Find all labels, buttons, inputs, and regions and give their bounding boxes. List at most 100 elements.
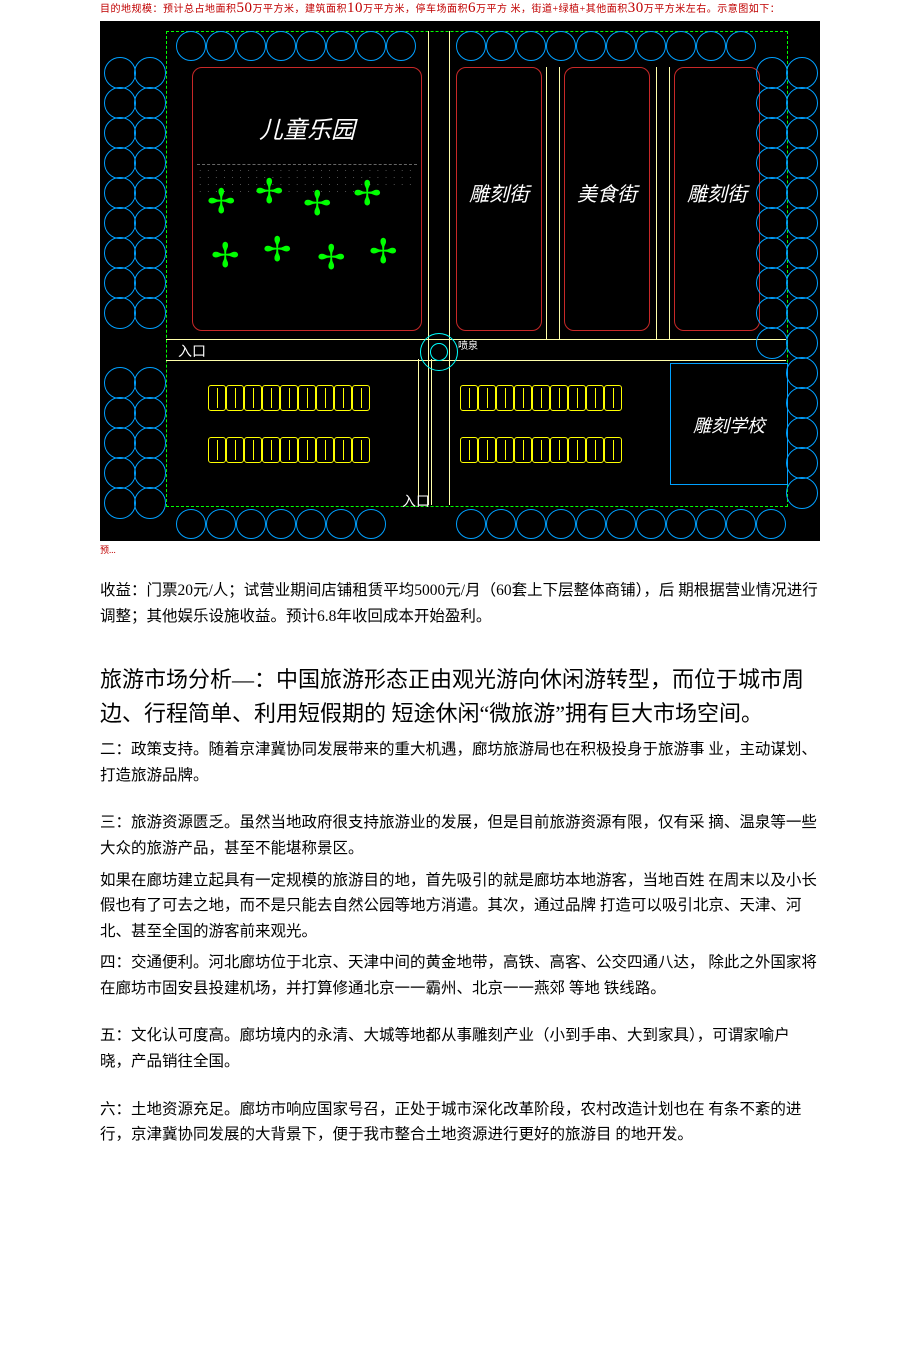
parking-slot (280, 437, 298, 463)
tree-icon (104, 427, 136, 459)
tree-icon (636, 31, 666, 61)
paragraph-5: 五：文化认可度高。廊坊境内的永清、大城等地都从事雕刻产业（小到手串、大到家具），… (100, 1023, 820, 1074)
parking-slot (568, 385, 586, 411)
p5: 五：文化认可度高。廊坊境内的永清、大城等地都从事雕刻产业（小到手串、大到家具），… (100, 1023, 820, 1074)
tree-icon (606, 509, 636, 539)
parking-slot (208, 437, 226, 463)
label-school: 雕刻学校 (671, 412, 787, 438)
label-carving-2: 雕刻街 (675, 178, 759, 207)
tree-icon (576, 31, 606, 61)
tree-icon (786, 327, 818, 359)
tree-icon (104, 207, 136, 239)
tree-icon (726, 31, 756, 61)
tree-icon (756, 327, 788, 359)
tree-icon (356, 31, 386, 61)
p3a: 三：旅游资源匮乏。虽然当地政府很支持旅游业的发展，但是目前旅游资源有限，仅有采 … (100, 810, 820, 861)
cap-n4: 30 (628, 0, 644, 16)
tree-icon (486, 31, 516, 61)
parking-row (208, 385, 370, 411)
tree-icon (176, 509, 206, 539)
zone-food: 美食街 (564, 67, 650, 331)
tree-icon (134, 147, 166, 179)
tree-icon (456, 31, 486, 61)
tree-icon (786, 357, 818, 389)
parking-slot (586, 437, 604, 463)
parking-slot (586, 385, 604, 411)
parking-slot (550, 385, 568, 411)
tree-icon (786, 447, 818, 479)
fountain-inner (430, 343, 448, 361)
parking-slot (550, 437, 568, 463)
parking-slot (478, 437, 496, 463)
label-food: 美食街 (565, 178, 649, 207)
tree-icon (134, 397, 166, 429)
tree-icon (266, 31, 296, 61)
label-entrance-left: 入口 (178, 341, 206, 361)
paragraph-6: 六：土地资源充足。廊坊市响应国家号召，正处于城市深化改革阶段，农村改造计划也在 … (100, 1097, 820, 1148)
parking-slot (244, 437, 262, 463)
tree-icon (104, 297, 136, 329)
label-playground: 儿童乐园 (193, 110, 421, 145)
tree-icon (104, 147, 136, 179)
p-revenue: 收益：门票20元/人；试营业期间店铺租赁平均5000元/月（60套上下层整体商铺… (100, 578, 820, 629)
tree-icon (726, 509, 756, 539)
paragraph-revenue: 收益：门票20元/人；试营业期间店铺租赁平均5000元/月（60套上下层整体商铺… (100, 578, 820, 629)
tree-icon (756, 57, 788, 89)
parking-row (460, 437, 622, 463)
parking-slot (298, 437, 316, 463)
parking-slot (532, 385, 550, 411)
dash (197, 164, 417, 165)
cap-m3: 万平方 米，街道+绿植+其他面积 (476, 4, 628, 15)
tree-icon (326, 509, 356, 539)
tree-icon (786, 237, 818, 269)
tree-icon (516, 31, 546, 61)
tree-icon (636, 509, 666, 539)
parking-slot (334, 385, 352, 411)
cap-suf: 万平方米左右。示意图如下： (644, 4, 781, 15)
tree-icon (666, 509, 696, 539)
cap-n3: 6 (468, 0, 476, 16)
cap-m1: 万平方米，建筑面积 (253, 4, 348, 15)
parking-slot (514, 385, 532, 411)
p2: 二：政策支持。随着京津冀协同发展带来的重大机遇，廊坊旅游局也在积极投身于旅游事 … (100, 737, 820, 788)
tree-icon (326, 31, 356, 61)
tree-icon (134, 267, 166, 299)
parking-slot (604, 437, 622, 463)
parking-slot (460, 437, 478, 463)
texture-dots: · · · · · · · · · · · · · · · · · · · · … (199, 168, 415, 318)
tree-icon (786, 267, 818, 299)
parking-slot (334, 437, 352, 463)
parking-slot (478, 385, 496, 411)
tree-icon (786, 387, 818, 419)
tree-icon (104, 487, 136, 519)
parking-slot (280, 385, 298, 411)
tree-icon (104, 57, 136, 89)
p6: 六：土地资源充足。廊坊市响应国家号召，正处于城市深化改革阶段，农村改造计划也在 … (100, 1097, 820, 1148)
parking-row (460, 385, 622, 411)
parking-slot (298, 385, 316, 411)
tree-icon (786, 57, 818, 89)
tree-icon (236, 509, 266, 539)
tree-icon (104, 457, 136, 489)
parking-slot (496, 437, 514, 463)
cap-n1: 50 (237, 0, 253, 16)
tree-icon (786, 177, 818, 209)
site-diagram: 儿童乐园 · · · · · · · · · · · · · · · · · ·… (100, 21, 820, 541)
tree-icon (786, 477, 818, 509)
tree-icon (786, 207, 818, 239)
zone-carving-1: 雕刻街 (456, 67, 542, 331)
tree-icon (134, 297, 166, 329)
parking-slot (226, 437, 244, 463)
tree-icon (296, 509, 326, 539)
tree-icon (104, 177, 136, 209)
parking-slot (262, 385, 280, 411)
tree-icon (666, 31, 696, 61)
tree-icon (786, 297, 818, 329)
zone-carving-2: 雕刻街 (674, 67, 760, 331)
cap-n2: 10 (347, 0, 363, 16)
parking-slot (226, 385, 244, 411)
tree-icon (756, 87, 788, 119)
paragraph-3: 三：旅游资源匮乏。虽然当地政府很支持旅游业的发展，但是目前旅游资源有限，仅有采 … (100, 810, 820, 1001)
parking-slot (208, 385, 226, 411)
tree-icon (134, 237, 166, 269)
